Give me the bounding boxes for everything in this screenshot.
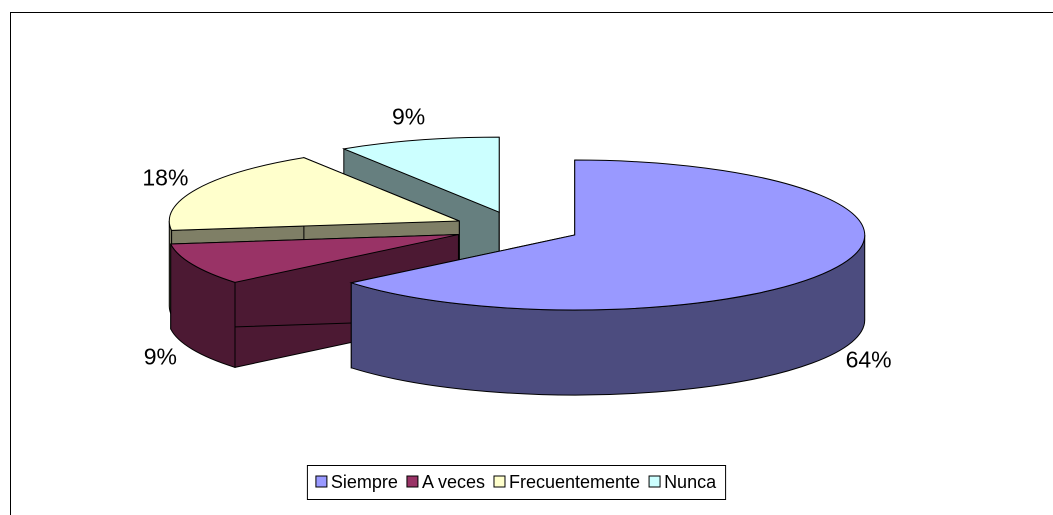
slice xyxy=(349,159,866,311)
legend-label: Frecuentemente xyxy=(509,472,640,492)
legend-swatch xyxy=(406,475,419,488)
legend-label: Nunca xyxy=(664,472,717,492)
slice xyxy=(341,136,500,213)
slice xyxy=(169,234,459,283)
legend-swatch xyxy=(648,475,661,488)
legend-label: A veces xyxy=(422,472,485,492)
chart-frame xyxy=(10,12,1053,515)
legend-swatch xyxy=(315,475,328,488)
legend-label: Siempre xyxy=(331,472,398,492)
legend: Siempre A veces Frecuentemente Nunca xyxy=(315,472,717,492)
legend-swatch xyxy=(493,475,506,488)
data-label: 64% xyxy=(846,347,892,373)
data-label: 9% xyxy=(392,104,425,130)
slice xyxy=(168,157,460,231)
data-label: 9% xyxy=(144,343,177,369)
data-label: 18% xyxy=(142,165,188,191)
